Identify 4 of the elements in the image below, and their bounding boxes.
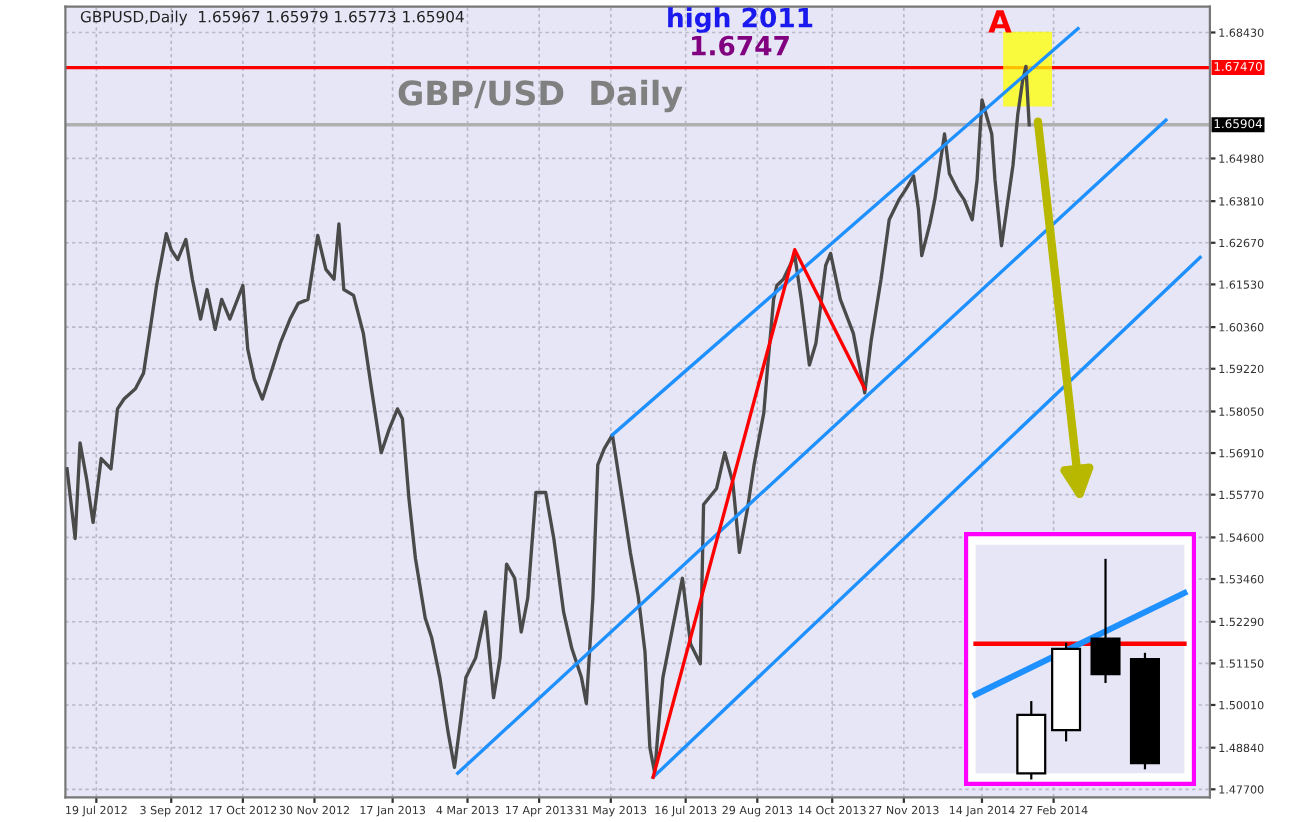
annotation: A	[988, 10, 1012, 33]
text: GBP/USD Daily	[398, 79, 683, 113]
annotation: 1.6747	[692, 35, 789, 56]
annotation: high 2011	[668, 7, 813, 33]
